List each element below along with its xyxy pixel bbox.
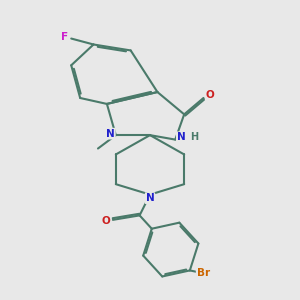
Text: Br: Br (197, 268, 210, 278)
Text: O: O (102, 216, 111, 226)
Text: N: N (177, 132, 186, 142)
Text: N: N (146, 193, 154, 203)
Text: O: O (206, 90, 214, 100)
Text: H: H (190, 132, 198, 142)
Text: N: N (106, 129, 115, 139)
Text: F: F (61, 32, 68, 42)
